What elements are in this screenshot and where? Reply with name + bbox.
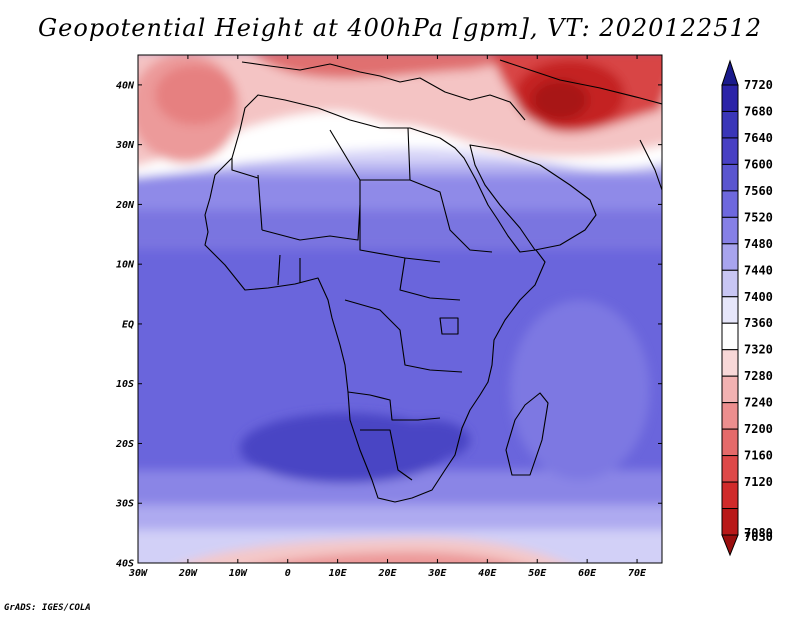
colorbar-top-arrow [721,59,739,86]
lon-tick-label: 10E [329,568,348,579]
border-10 [277,254,281,286]
colorbar-segment [721,349,739,377]
colorbar-level-label: 7520 [744,210,773,224]
lake-victoria [439,317,459,335]
colorbar-level-label: 7680 [744,104,773,118]
border-5 [409,179,493,253]
colorbar-level-label: 7480 [744,237,773,251]
latitude-axis: 40N 30N 20N 10N EQ 10S 20S 30S 40S [115,80,662,570]
lat-tick-label: 40S [116,559,134,570]
colorbar-level-label: 7640 [744,131,773,145]
lon-tick-label: 0 [285,568,291,579]
madagascar [505,392,549,476]
colorbar-segment [721,110,739,139]
colorbar-segment [721,428,739,457]
colorbar-segment [721,455,739,483]
colorbar-level-label: 7360 [744,316,773,330]
colorbar-segment [721,163,739,192]
lon-tick-label: 30E [427,568,447,579]
geopotential-field [138,55,662,563]
lat-tick-label: EQ [122,319,134,330]
border-7 [344,299,463,373]
border-8 [347,391,441,421]
southern-low-east [390,420,470,460]
colorbar-segment [721,243,739,271]
colorbar-segment [721,481,739,510]
lon-tick-label: 30W [128,568,148,579]
lon-tick-label: 20W [178,568,198,579]
border-9 [360,429,413,481]
africa-outline [204,94,546,503]
border-6 [399,257,461,301]
europe-trough [255,55,520,79]
colorbar: 7720 7680 7640 7600 7560 7520 7480 7440 7400 7360… [721,59,773,557]
lon-tick-label: 10W [229,568,248,579]
lon-tick-label: 40E [478,568,497,579]
colorbar-segment [721,190,739,218]
border-3 [329,127,411,181]
colorbar-segment [721,296,739,324]
lat-tick-label: 40N [116,80,135,91]
coastlines [204,59,662,503]
colorbar-level-label: 7320 [744,343,773,357]
longitude-axis: 30W 20W 10W 0 10E 20E 30E 40E 50E 60E 70E [128,55,647,579]
middle-east-coast [499,59,662,105]
colorbar-segment [721,84,739,112]
colorbar-level-label: 7200 [744,422,773,436]
colorbar-level-label: 7720 [744,78,773,92]
lon-tick-label: 60E [578,568,597,579]
europe-coast [241,61,526,121]
lat-tick-label: 20N [115,200,135,211]
lon-tick-label: 70E [628,568,647,579]
lat-tick-label: 30S [115,499,134,510]
colorbar-level-label: 7600 [744,157,773,171]
colorbar-level-label: 7160 [744,449,773,463]
atlantic-trough-core [155,65,235,125]
indian-ocean-patch [510,300,650,480]
colorbar-level-label: 7560 [744,184,773,198]
lat-tick-label: 20S [115,439,134,450]
lon-tick-label: 20E [377,568,397,579]
colorbar-segment [721,322,739,351]
colorbar-level-label: 7240 [744,396,773,410]
border-4 [359,180,441,263]
colorbar-level-label: 7030 [744,530,773,544]
lat-tick-label: 30N [115,140,135,151]
colorbar-segment [721,402,739,430]
south-ridge-core [270,552,515,563]
colorbar-level-label: 7120 [744,475,773,489]
lat-tick-label: 10S [116,379,134,390]
colorbar-segment [721,216,739,245]
colorbar-level-label: 7400 [744,290,773,304]
grads-credit: GrADS: IGES/COLA [4,603,91,613]
colorbar-level-label: 7440 [744,263,773,277]
chart-title: Geopotential Height at 400hPa [gpm], VT:… [38,14,762,42]
plot-frame [137,54,663,564]
lon-tick-label: 50E [528,568,547,579]
border-2 [261,204,361,241]
colorbar-segment [721,269,739,298]
border-west-sahara [231,158,259,179]
colorbar-bottom-arrow [721,534,739,557]
colorbar-segment [721,508,739,536]
arabia [469,144,597,251]
lat-tick-label: 10N [116,260,135,271]
india-coast [639,139,662,191]
middle-east-inner [532,80,588,120]
colorbar-level-label: 7280 [744,369,773,383]
border-1 [257,174,263,231]
colorbar-segment [721,137,739,165]
colorbar-level-label: 7080 [744,526,773,540]
colorbar-segment [721,375,739,404]
